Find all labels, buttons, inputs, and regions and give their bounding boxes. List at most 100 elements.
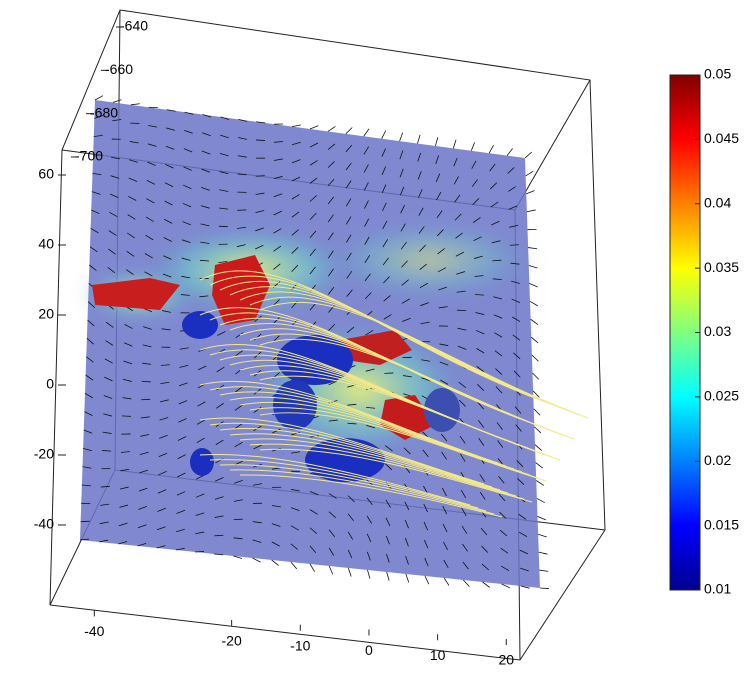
vector-arrow [512,334,521,341]
vector-arrow [364,292,372,300]
vector-arrow [538,551,548,555]
vector-arrow [384,445,393,452]
vector-arrow [422,449,429,458]
vector-arrow [402,317,411,322]
vector-arrow [144,271,153,277]
streamline [259,448,533,503]
vector-arrow [381,148,386,157]
vector-arrow [381,184,387,193]
vector-arrow [366,533,372,543]
vector-arrow [508,186,516,192]
vector-arrow [418,226,425,234]
vector-arrow [420,302,429,307]
vector-arrow [219,189,229,192]
vector-arrow [254,333,262,341]
vector-arrow [328,419,338,422]
vector-arrow [290,507,300,512]
vector-arrow [160,364,170,366]
vector-arrow [345,180,352,189]
vector-arrow [143,326,152,330]
vector-arrow [492,278,502,281]
vector-arrow [473,236,482,241]
y-tick-label: 60 [38,166,54,182]
vector-arrow [438,286,447,291]
vector-arrow [477,420,485,428]
vector-arrow [436,229,444,237]
vector-arrow [382,220,388,230]
vector-arrow [83,429,93,434]
vector-arrow [364,218,370,227]
vector-arrow [382,257,389,266]
vector-arrow [520,567,529,572]
vector-arrow [238,118,248,122]
vector-arrow [438,306,448,309]
vector-arrow [273,228,282,234]
vector-arrow [195,512,205,516]
vector-arrow [120,451,130,453]
vector-arrow [126,250,135,257]
vector-arrow [381,130,387,139]
vector-arrow [252,539,262,543]
streamline [239,474,503,518]
vector-arrow [200,223,210,227]
vector-arrow [456,290,466,293]
vector-arrow [112,119,122,122]
vector-arrow [479,473,485,482]
vector-arrow [459,435,466,444]
vector-arrow [178,382,188,387]
vector-arrow [237,173,247,176]
vector-arrow [499,529,508,537]
vector-arrow [196,437,205,443]
vector-arrow [147,161,156,166]
vector-arrow [219,171,229,175]
vector-arrow [309,195,317,202]
vector-arrow [497,440,504,448]
streamline [259,301,589,419]
vector-arrow [309,160,318,166]
vector-arrow [146,180,156,185]
vector-arrow [328,380,337,386]
vector-arrow [255,175,265,177]
vector-arrow [399,150,404,160]
vector-arrow [471,160,477,169]
vector-arrow [403,447,411,455]
blue-blob [190,448,214,476]
colorbar-tick-label: 0.045 [704,130,739,146]
vector-arrow [124,324,133,329]
vector-arrow [424,539,429,549]
vector-arrow [164,182,174,188]
vector-arrow [529,300,538,307]
vector-arrow [327,143,336,150]
vector-arrow [455,251,465,257]
vector-arrow [215,477,224,482]
vector-arrow [439,343,449,347]
vector-arrow [510,280,520,284]
vector-arrow [157,489,167,494]
vector-arrow [234,480,243,484]
vector-arrow [119,504,129,508]
vector-arrow [529,283,538,288]
vector-arrow [104,376,113,382]
vector-arrow [454,194,461,203]
vector-arrow [130,103,140,106]
vector-arrow [195,493,205,498]
vector-arrow [345,144,353,153]
vector-arrow [516,460,524,468]
vector-arrow [291,159,301,164]
vector-arrow [401,298,410,304]
vector-arrow [184,111,194,115]
vector-arrow [525,170,534,177]
vector-arrow [309,125,319,130]
vector-arrow [127,214,136,220]
vector-arrow [100,485,110,488]
vector-arrow [272,299,280,307]
vector-arrow [442,523,448,533]
vector-arrow [234,386,243,393]
vector-arrow [163,237,173,242]
vector-arrow [123,342,133,347]
vector-arrow [144,253,153,259]
vector-arrow [160,381,170,385]
vector-arrow [89,264,97,271]
vector-arrow [346,252,352,261]
vector-arrow [217,331,226,336]
